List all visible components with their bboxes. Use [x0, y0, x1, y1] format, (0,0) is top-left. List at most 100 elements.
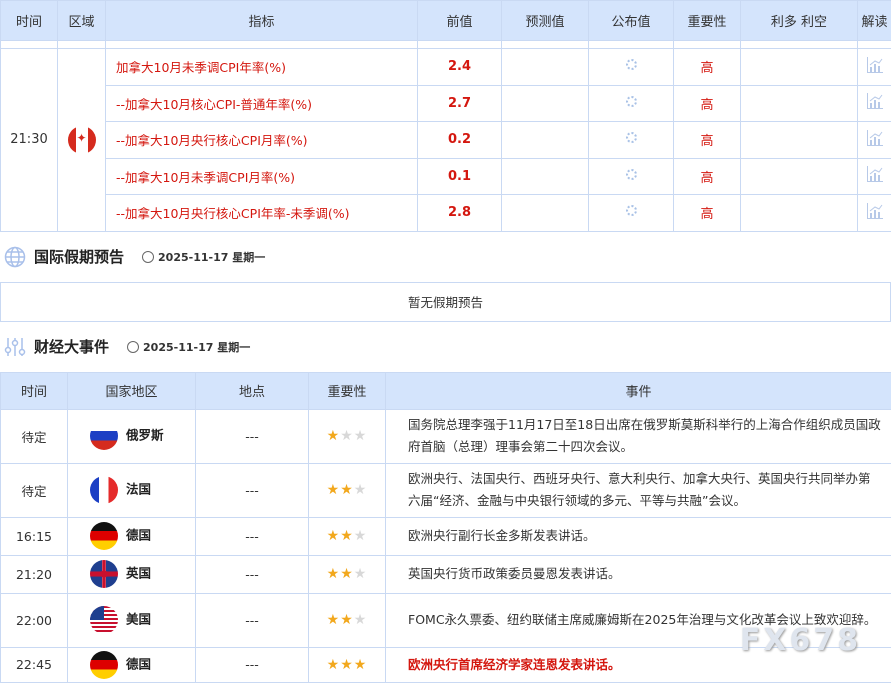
- importance-stars: ★★★: [309, 647, 386, 682]
- analysis-cell[interactable]: [858, 85, 891, 122]
- bull-bear-cell: [741, 49, 858, 86]
- star-icon: ★: [340, 566, 354, 582]
- importance-stars: ★★★: [309, 463, 386, 517]
- country-name: 法国: [126, 482, 151, 497]
- country-cell: 德国: [68, 517, 196, 555]
- importance: 高: [674, 195, 741, 232]
- us-flag-icon: [90, 606, 118, 634]
- event-time: 16:15: [1, 517, 68, 555]
- column-header: 公布值: [589, 1, 674, 41]
- event-place: ---: [196, 517, 309, 555]
- sliders-icon: [4, 336, 26, 358]
- fr-flag-icon: [90, 476, 118, 504]
- indicator-link[interactable]: --加拿大10月央行核心CPI年率-未季调(%): [106, 195, 418, 232]
- star-icon: ★: [327, 566, 341, 582]
- analysis-cell[interactable]: [858, 158, 891, 195]
- de-flag-icon: [90, 522, 118, 550]
- bull-bear-cell: [741, 158, 858, 195]
- event-place: ---: [196, 463, 309, 517]
- forecast-value: [502, 122, 589, 159]
- event-time: 21:20: [1, 555, 68, 593]
- analysis-cell[interactable]: [858, 49, 891, 86]
- column-header: 重要性: [674, 1, 741, 41]
- watermark-logo: FX678: [740, 623, 861, 658]
- event-place: ---: [196, 555, 309, 593]
- column-header: 时间: [1, 372, 68, 409]
- chart-icon[interactable]: [866, 202, 884, 220]
- star-icon: ★: [327, 428, 341, 444]
- country-name: 美国: [126, 612, 151, 627]
- holiday-title: 国际假期预告: [34, 246, 124, 267]
- previous-value: 2.7: [418, 85, 502, 122]
- column-header: 预测值: [502, 1, 589, 41]
- star-icon: ★: [327, 482, 341, 498]
- indicator-row: 21:30加拿大10月未季调CPI年率(%)2.4高: [1, 49, 891, 86]
- events-date: 2025-11-17 星期一: [143, 339, 250, 355]
- chart-icon[interactable]: [866, 165, 884, 183]
- column-header: 时间: [1, 1, 58, 41]
- event-description: 英国央行货币政策委员曼恩发表讲话。: [386, 555, 891, 593]
- de-flag-icon: [90, 651, 118, 679]
- star-icon: ★: [327, 528, 341, 544]
- star-icon: ★: [354, 566, 368, 582]
- chart-icon[interactable]: [866, 56, 884, 74]
- bull-bear-cell: [741, 85, 858, 122]
- column-header: 区域: [58, 1, 106, 41]
- star-icon: ★: [340, 612, 354, 628]
- indicator-link[interactable]: --加拿大10月未季调CPI月率(%): [106, 158, 418, 195]
- previous-value: 0.1: [418, 158, 502, 195]
- indicator-link[interactable]: --加拿大10月核心CPI-普通年率(%): [106, 85, 418, 122]
- star-icon: ★: [354, 657, 368, 673]
- holiday-empty: 暂无假期预告: [0, 282, 891, 322]
- bull-bear-cell: [741, 122, 858, 159]
- actual-value: [589, 158, 674, 195]
- event-row: 待定俄罗斯---★★★国务院总理李强于11月17日至18日出席在俄罗斯莫斯科举行…: [1, 409, 891, 463]
- star-icon: ★: [354, 528, 368, 544]
- actual-value: [589, 195, 674, 232]
- importance: 高: [674, 85, 741, 122]
- country-name: 德国: [126, 656, 151, 671]
- importance-stars: ★★★: [309, 593, 386, 647]
- bull-bear-cell: [741, 195, 858, 232]
- event-place: ---: [196, 647, 309, 682]
- forecast-value: [502, 49, 589, 86]
- loading-icon: [626, 59, 637, 70]
- actual-value: [589, 49, 674, 86]
- event-description: 欧洲央行副行长金多斯发表讲话。: [386, 517, 891, 555]
- star-icon: ★: [340, 482, 354, 498]
- actual-value: [589, 122, 674, 159]
- column-header: 利多 利空: [741, 1, 858, 41]
- chart-icon[interactable]: [866, 129, 884, 147]
- importance: 高: [674, 49, 741, 86]
- importance-stars: ★★★: [309, 517, 386, 555]
- events-section-header: 财经大事件 2025-11-17 星期一: [0, 322, 891, 372]
- analysis-cell[interactable]: [858, 122, 891, 159]
- country-cell: 英国: [68, 555, 196, 593]
- star-icon: ★: [340, 428, 354, 444]
- gb-flag-icon: [90, 560, 118, 588]
- globe-icon: [4, 246, 26, 268]
- country-cell: 美国: [68, 593, 196, 647]
- importance-stars: ★★★: [309, 409, 386, 463]
- event-time: 待定: [1, 409, 68, 463]
- country-name: 俄罗斯: [126, 428, 164, 443]
- chart-icon[interactable]: [866, 92, 884, 110]
- events-title: 财经大事件: [34, 336, 109, 357]
- event-time: 待定: [1, 463, 68, 517]
- column-header: 重要性: [309, 372, 386, 409]
- star-icon: ★: [354, 482, 368, 498]
- event-time: 22:00: [1, 593, 68, 647]
- country-cell: 德国: [68, 647, 196, 682]
- canada-flag-icon: [68, 126, 96, 154]
- importance: 高: [674, 122, 741, 159]
- event-time: 22:45: [1, 647, 68, 682]
- indicator-link[interactable]: 加拿大10月未季调CPI年率(%): [106, 49, 418, 86]
- analysis-cell[interactable]: [858, 195, 891, 232]
- forecast-value: [502, 195, 589, 232]
- indicator-link[interactable]: --加拿大10月央行核心CPI月率(%): [106, 122, 418, 159]
- event-description: 国务院总理李强于11月17日至18日出席在俄罗斯莫斯科举行的上海合作组织成员国政…: [386, 409, 891, 463]
- event-row: 待定法国---★★★欧洲央行、法国央行、西班牙央行、意大利央行、加拿大央行、英国…: [1, 463, 891, 517]
